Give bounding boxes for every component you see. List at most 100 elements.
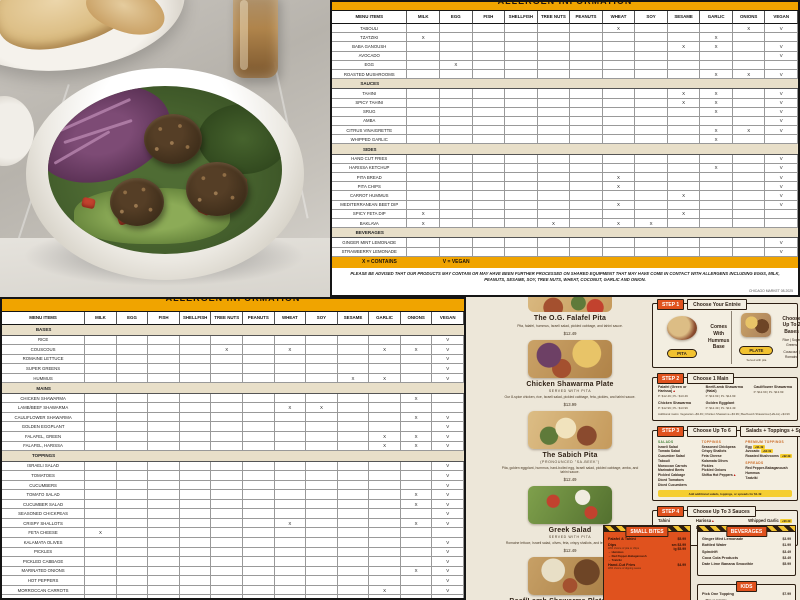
allergen-mark [700,209,733,219]
allergen-mark [85,547,117,558]
allergen-mark [179,412,212,423]
menu-item-name: MEDITERRANEAN BEET DIP [332,200,408,210]
allergen-mark: V [765,89,798,99]
allergen-mark: V [432,345,464,355]
allergen-mark [116,576,149,586]
option-item: Diced Cucumbers [658,483,697,488]
chart-header-row: MENU ITEMS MILK EGG FISH SHELLFISH TREE NUTS P… [332,11,798,24]
allergen-mark [732,173,766,183]
option-item: Hummus [745,471,792,476]
allergen-mark [337,422,370,433]
beverages-badge: BEVERAGES [725,526,768,537]
allergen-mark [243,364,275,374]
allergen-mark: X [635,218,668,229]
table-row: CARROT HUMMUS X V [332,191,798,201]
table-row: CAULIFLOWER SHAWARMA X V [2,412,464,423]
section-label: SIDES [362,146,377,152]
allergen-mark [211,373,243,384]
menu-item-title: The Sabich Pita [542,451,598,459]
allergen-mark [667,24,701,34]
allergen-mark [148,566,180,577]
allergen-mark [505,89,538,99]
menu-item-name: SRUG [332,107,408,117]
small-bites-badge: SMALL BITES [625,526,669,537]
allergen-mark: X [732,24,766,34]
table-row: COUSCOUS X X X X V [2,345,464,355]
allergen-mark [274,461,307,472]
allergen-mark [148,595,180,598]
beverage-item: Bottled Water $1.99 [702,543,791,547]
allergen-mark [732,42,766,52]
allergen-mark [407,163,441,173]
allergen-mark: V [432,547,464,558]
allergen-mark [505,33,538,43]
column-header: SHELLFISH [505,11,538,24]
allergen-mark [337,509,370,519]
allergen-mark [472,218,506,229]
allergen-mark [537,89,571,99]
option-item: Roasted Mushrooms +$2.49 [745,454,792,459]
allergen-mark: X [667,209,701,219]
table-row: WHIPPED GARLIC X [332,135,798,145]
allergen-mark [306,461,338,472]
allergen-mark [407,200,441,210]
option-name: Tzatziki [745,475,758,480]
kids-badge: KIDS [735,581,758,592]
allergen-mark: X [274,518,307,529]
falafel-patty [186,162,248,216]
allergen-mark [116,518,149,529]
small-bite-option: → Red Pepper-Babaganoush [608,553,647,558]
allergen-mark [116,412,149,423]
allergen-mark [700,51,733,61]
allergen-mark [440,24,473,34]
step2-header: STEP 2 Choose 1 Main [657,373,797,384]
allergen-mark [537,173,571,183]
allergen-mark [400,509,433,519]
chart-title: ALLERGEN INFORMATION [166,299,301,303]
beverage-name: Spindrift [702,549,718,554]
menu-item: Chicken Shawarma Plate SERVED WITH PITA Ou… [494,339,646,407]
price-line: lg $5.99 [673,546,686,551]
allergen-mark [85,432,117,442]
chart-title-bar: ALLERGEN INFORMATION [2,299,464,312]
table-row: STRAWBERRY LEMONADE V [332,247,798,257]
allergen-mark: X [602,173,636,183]
option-item: Shifka Hot Peppers▴ [702,473,741,478]
menu-item-name: ISRAELI SALAD [2,461,86,472]
allergen-mark: V [432,490,464,500]
column-header: FISH [148,312,180,325]
allergen-mark [337,518,370,529]
allergen-mark [148,364,180,374]
column-header: SESAME [667,11,701,24]
step3-header: STEP 3 Choose Up To 6 Salads + Toppings … [657,425,800,437]
beverage-name: Ginger Mint Lemonade [702,537,744,541]
menu-item-name: CITRUS VINAIGRETTE [332,126,408,136]
step3-box: STEP 3 Choose Up To 6 Salads + Toppings … [652,425,800,502]
allergen-mark [85,364,117,374]
allergen-mark [635,126,668,136]
allergen-mark [602,126,636,136]
allergen-mark [116,509,149,519]
allergen-mark [243,373,275,384]
allergen-mark [211,557,243,567]
allergen-mark [148,354,180,365]
allergen-mark [179,547,212,558]
section-row: MAINS [2,383,464,394]
allergen-mark [243,557,275,567]
allergen-mark [602,98,636,108]
small-bite-name: Dips [608,542,617,547]
menu-item-name: FALAFEL, HARISSA [2,441,86,452]
salad [48,86,282,254]
allergen-mark: X [700,33,733,43]
pita-photo [667,315,697,340]
main-name: Cauliflower Shawarma [753,385,792,389]
column-header: SOY [635,11,668,24]
allergen-mark: X [400,412,433,423]
allergen-mark [602,60,636,70]
allergen-mark [148,422,180,433]
table-row: TABOULI X X V [332,24,798,34]
allergen-mark [407,51,441,61]
option-item: Red Pepper-Babaganoush [745,466,792,471]
table-row: CUCUMBERS V [2,480,464,491]
kids-item: Pick One Topping $7.99 [702,592,791,596]
